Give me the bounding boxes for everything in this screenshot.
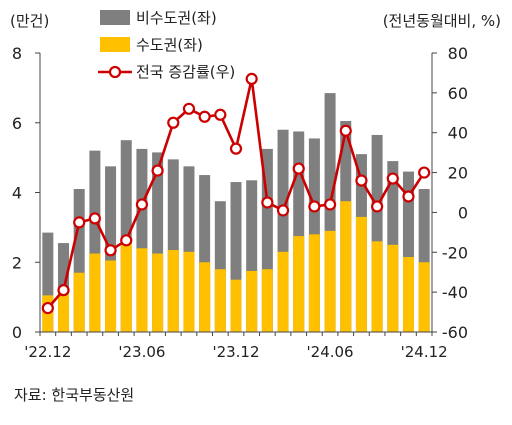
chart: 0 2 4 6 8 -60 -40 -20 0 20 40 60 80 '22.12 '23.06 '23.1…	[10, 9, 501, 361]
right-tick-label: 40	[448, 124, 468, 143]
bar-capital	[199, 262, 211, 332]
legend-label-non-capital: 비수도권(좌)	[136, 9, 217, 27]
right-tick-label: 0	[458, 203, 468, 222]
bar-non-capital	[42, 232, 54, 332]
bar-capital	[120, 243, 132, 332]
bar-non-capital	[293, 131, 305, 332]
line-point	[120, 234, 133, 247]
left-tick-label: 0	[12, 323, 22, 342]
line-point	[104, 244, 117, 257]
line-point	[355, 174, 368, 187]
bar-capital	[167, 250, 179, 332]
legend-label-national: 전국 증감률(우)	[136, 63, 235, 81]
right-axis-unit: (전년동월대비, %)	[383, 12, 501, 30]
bar-non-capital	[89, 150, 101, 332]
right-tick-label: -20	[442, 243, 468, 262]
bar-capital	[105, 260, 117, 332]
left-tick-label: 4	[12, 184, 22, 203]
bar-non-capital	[371, 134, 383, 332]
bar-non-capital	[73, 189, 85, 332]
line-point	[135, 198, 149, 211]
bar-non-capital	[324, 93, 336, 332]
line-point	[261, 196, 274, 209]
bar-non-capital	[246, 180, 258, 332]
bar-non-capital	[230, 182, 242, 332]
x-tick-label: '22.12	[24, 343, 71, 361]
line-point	[245, 72, 258, 86]
left-tick-label: 8	[12, 44, 22, 63]
line-point	[229, 142, 243, 155]
source-note: 자료: 한국부동산원	[14, 386, 135, 404]
line-point	[214, 108, 227, 121]
line-point	[402, 190, 415, 203]
bar-capital	[214, 269, 226, 332]
bar-non-capital	[261, 148, 273, 332]
legend-label-capital: 수도권(좌)	[136, 36, 203, 54]
bars-group	[42, 93, 430, 332]
bar-non-capital	[199, 175, 211, 332]
left-tick-label: 2	[12, 253, 22, 272]
left-axis-unit: (만건)	[10, 12, 49, 30]
bar-non-capital	[183, 166, 195, 332]
legend-marker-national	[108, 65, 122, 79]
bar-non-capital	[277, 129, 289, 332]
line-point	[308, 200, 321, 213]
bar-capital	[402, 257, 414, 332]
line-point	[418, 166, 431, 179]
axes-group: 0 2 4 6 8 -60 -40 -20 0 20 40 60 80 '22.12 '23.06 '23.1…	[12, 44, 468, 361]
bar-non-capital	[418, 189, 430, 332]
bar-capital	[183, 251, 195, 332]
x-tick-label: '23.12	[212, 343, 259, 361]
bar-capital	[230, 279, 242, 332]
right-tick-label: 60	[448, 84, 468, 103]
bar-non-capital	[136, 148, 148, 332]
line-point	[371, 200, 384, 213]
bar-capital	[371, 241, 383, 332]
left-tick-label: 6	[12, 114, 22, 133]
bar-non-capital	[402, 171, 414, 332]
x-tick-label: '23.06	[118, 343, 165, 361]
line-point	[41, 301, 54, 315]
line-point	[386, 172, 399, 185]
line-point	[151, 164, 164, 177]
line-point	[276, 204, 290, 217]
bar-capital	[136, 248, 148, 332]
bar-capital	[261, 269, 273, 332]
right-tick-label: 20	[448, 164, 468, 183]
line-point	[167, 116, 180, 129]
legend-swatch-capital	[100, 37, 130, 52]
bar-non-capital	[214, 201, 226, 332]
right-tick-label: -40	[442, 283, 468, 302]
bar-capital	[324, 230, 336, 332]
bar-non-capital	[167, 159, 179, 332]
legend: 비수도권(좌) 수도권(좌) 전국 증감률(우)	[98, 9, 235, 81]
bar-capital	[293, 236, 305, 332]
line-point	[73, 216, 86, 229]
bar-capital	[387, 244, 399, 332]
bar-capital	[355, 216, 367, 332]
bar-capital	[73, 272, 85, 332]
line-point	[88, 212, 101, 225]
bar-capital	[89, 253, 101, 332]
line-point	[182, 102, 196, 115]
bar-capital	[418, 262, 430, 332]
line-group	[41, 72, 431, 315]
bar-capital	[246, 270, 258, 332]
bar-non-capital	[152, 152, 164, 332]
bar-capital	[58, 290, 70, 332]
line-point	[292, 162, 305, 175]
bar-capital	[340, 201, 352, 332]
bar-capital	[152, 253, 164, 332]
legend-swatch-non-capital	[100, 10, 130, 25]
bar-capital	[308, 234, 320, 332]
right-tick-label: -60	[442, 323, 468, 342]
bar-capital	[277, 251, 289, 332]
right-tick-label: 80	[448, 44, 468, 63]
x-tick-label: '24.06	[307, 343, 354, 361]
line-point	[57, 284, 70, 297]
line-point	[323, 198, 337, 211]
x-tick-label: '24.12	[401, 343, 448, 361]
line-point	[198, 110, 211, 123]
line-point	[339, 124, 352, 137]
